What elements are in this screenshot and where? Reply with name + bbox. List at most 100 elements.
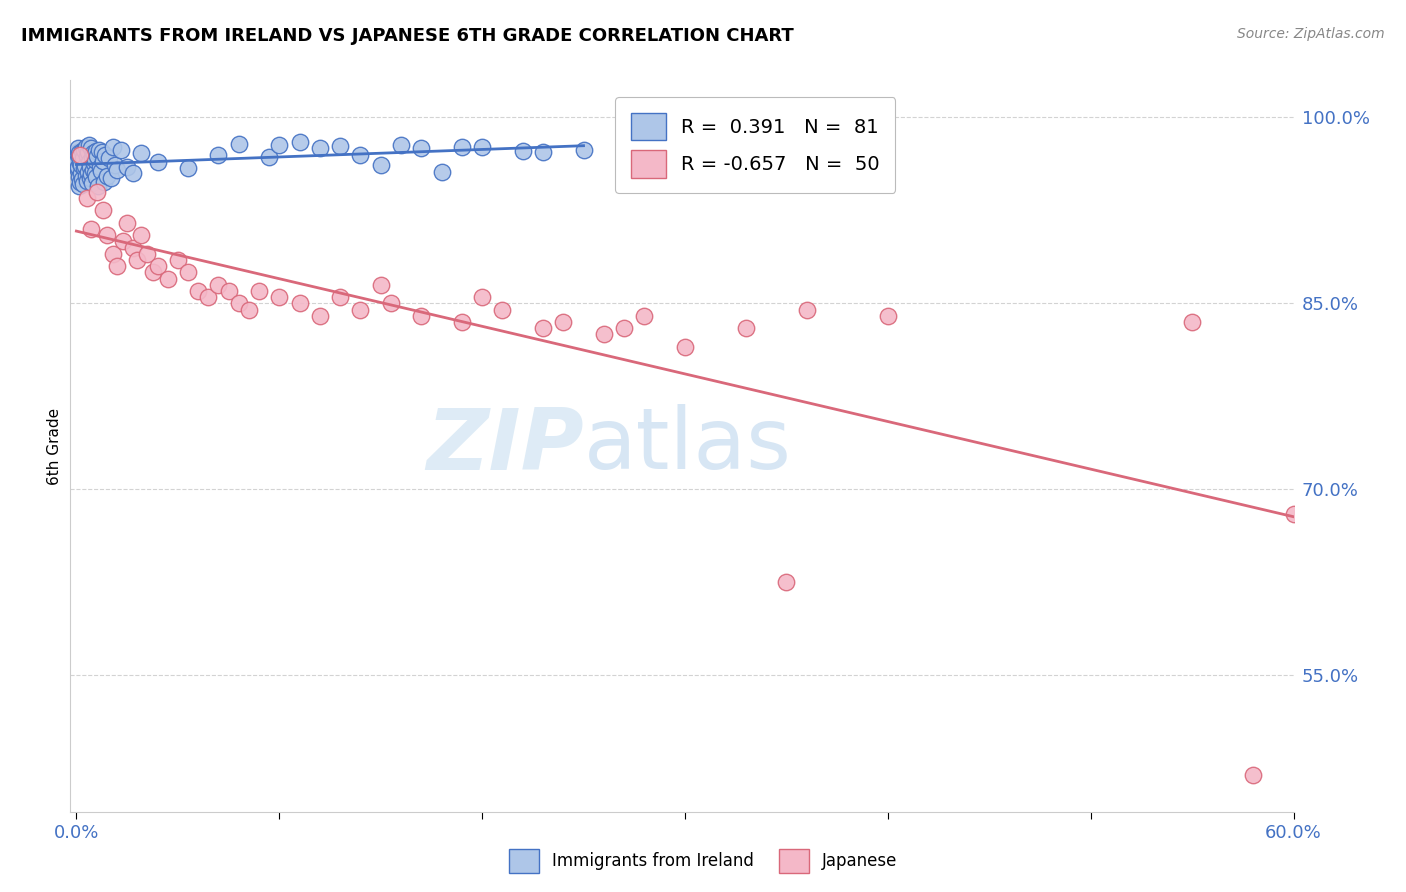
Point xyxy=(86,149,108,163)
Point xyxy=(491,302,513,317)
Point xyxy=(146,155,169,169)
Point xyxy=(84,144,107,158)
Y-axis label: 6th Grade: 6th Grade xyxy=(46,408,62,484)
Point xyxy=(77,155,100,169)
Point xyxy=(91,153,114,168)
Point xyxy=(90,145,112,160)
Point xyxy=(370,158,392,172)
Point xyxy=(129,146,152,161)
Point xyxy=(80,150,103,164)
Point xyxy=(82,146,104,161)
Point xyxy=(156,271,179,285)
Point xyxy=(115,216,138,230)
Point xyxy=(70,144,93,158)
Point xyxy=(83,156,105,170)
Point xyxy=(775,575,797,590)
Point xyxy=(79,141,101,155)
Point xyxy=(553,315,575,329)
Legend: R =  0.391   N =  81, R = -0.657   N =  50: R = 0.391 N = 81, R = -0.657 N = 50 xyxy=(616,97,896,194)
Point xyxy=(67,178,90,193)
Point xyxy=(104,158,127,172)
Point xyxy=(76,191,98,205)
Point xyxy=(308,309,330,323)
Point xyxy=(100,171,122,186)
Point xyxy=(69,175,91,189)
Point xyxy=(112,235,135,249)
Point xyxy=(84,169,107,184)
Point xyxy=(76,174,98,188)
Point xyxy=(349,147,371,161)
Point xyxy=(142,265,165,279)
Point xyxy=(67,146,90,161)
Point xyxy=(876,309,898,323)
Point xyxy=(97,152,120,166)
Point xyxy=(73,161,96,176)
Point xyxy=(187,284,209,298)
Text: IMMIGRANTS FROM IRELAND VS JAPANESE 6TH GRADE CORRELATION CHART: IMMIGRANTS FROM IRELAND VS JAPANESE 6TH … xyxy=(21,27,794,45)
Point xyxy=(349,302,371,317)
Point xyxy=(450,315,472,329)
Point xyxy=(329,139,352,153)
Point xyxy=(207,277,229,292)
Point xyxy=(572,143,595,157)
Point xyxy=(218,284,240,298)
Point xyxy=(247,284,270,298)
Point xyxy=(531,321,554,335)
Point xyxy=(269,290,291,304)
Point xyxy=(389,137,412,152)
Point xyxy=(105,162,128,177)
Point xyxy=(228,136,250,151)
Point xyxy=(67,169,90,184)
Point xyxy=(76,145,98,160)
Point xyxy=(512,144,534,158)
Point xyxy=(1282,507,1305,521)
Point xyxy=(269,137,291,152)
Point xyxy=(592,327,614,342)
Point xyxy=(94,147,117,161)
Point xyxy=(69,147,91,161)
Point xyxy=(370,277,392,292)
Point xyxy=(79,160,101,174)
Point xyxy=(66,145,89,160)
Point xyxy=(69,156,91,170)
Point xyxy=(329,290,352,304)
Point xyxy=(75,169,97,183)
Point xyxy=(73,143,96,157)
Point xyxy=(79,222,101,236)
Point xyxy=(105,259,128,273)
Point xyxy=(66,153,89,168)
Point xyxy=(67,141,90,155)
Point xyxy=(87,143,110,157)
Point xyxy=(80,168,103,182)
Point xyxy=(82,162,104,177)
Point xyxy=(86,178,108,193)
Point xyxy=(288,296,311,310)
Point xyxy=(257,150,280,164)
Point xyxy=(471,290,494,304)
Point xyxy=(72,178,94,192)
Point xyxy=(613,321,636,335)
Point xyxy=(1241,767,1264,781)
Point xyxy=(66,162,89,177)
Legend: Immigrants from Ireland, Japanese: Immigrants from Ireland, Japanese xyxy=(502,842,904,880)
Point xyxy=(633,309,655,323)
Point xyxy=(67,150,90,164)
Point xyxy=(115,160,138,174)
Text: Source: ZipAtlas.com: Source: ZipAtlas.com xyxy=(1237,27,1385,41)
Point xyxy=(96,228,118,243)
Point xyxy=(96,169,118,183)
Text: ZIP: ZIP xyxy=(426,404,583,488)
Point xyxy=(430,165,453,179)
Point xyxy=(86,185,108,199)
Point xyxy=(83,166,105,180)
Point xyxy=(450,140,472,154)
Point xyxy=(70,158,93,172)
Point xyxy=(197,290,219,304)
Point xyxy=(90,163,112,178)
Point xyxy=(177,161,200,176)
Point xyxy=(84,153,107,167)
Point xyxy=(122,166,145,180)
Point xyxy=(228,296,250,310)
Point xyxy=(101,140,124,154)
Point xyxy=(411,309,433,323)
